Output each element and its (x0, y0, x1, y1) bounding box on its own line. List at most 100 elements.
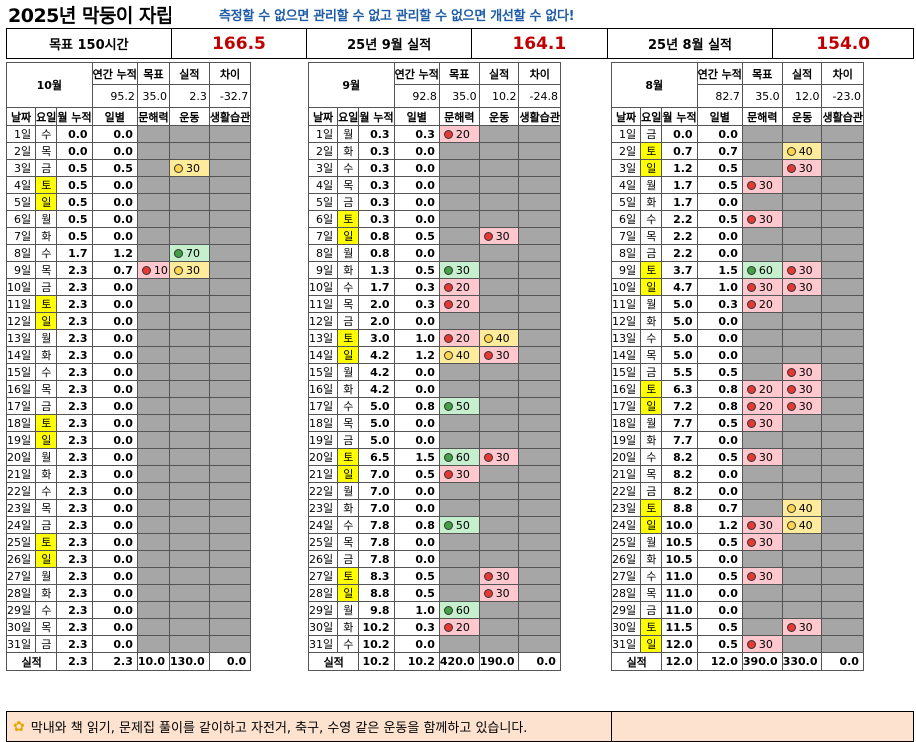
minutes-value: 20 (455, 280, 470, 294)
habit-cell (518, 176, 561, 194)
weekday-cell: 일 (337, 465, 360, 483)
exercise-cell (169, 142, 210, 160)
literacy-cell: 50 (438, 516, 480, 534)
habit-cell (821, 227, 864, 245)
weekday-cell: 금 (337, 550, 360, 568)
table-row: 15일 월 4.2 0.0 (307, 363, 561, 381)
literacy-cell (136, 414, 171, 432)
daily-cell: 0.5 (393, 227, 440, 245)
exercise-cell (478, 380, 520, 398)
total-literacy: 390.0 (741, 652, 783, 671)
habit-cell (821, 516, 864, 534)
literacy-cell (438, 499, 480, 517)
status-dot-icon (443, 622, 453, 632)
literacy-cell (136, 431, 171, 449)
exercise-cell (478, 414, 520, 432)
habit-cell (821, 210, 864, 228)
column-header: 날짜 (610, 107, 642, 126)
date-cell: 8일 (5, 244, 37, 262)
habit-cell (208, 125, 252, 143)
total-label: 실적 (307, 652, 360, 671)
note-box-empty (612, 711, 914, 742)
literacy-cell: 40 (438, 346, 480, 364)
date-cell: 25일 (307, 533, 339, 551)
table-row: 27일 토 8.3 0.5 30 (307, 567, 561, 585)
daily-cell: 0.5 (393, 261, 440, 279)
exercise-cell (781, 584, 823, 602)
table-row: 19일 금 5.0 0.0 (307, 431, 561, 449)
habit-cell (821, 193, 864, 211)
status-dot-icon (786, 520, 796, 530)
month-cumulative-cell: 7.8 (358, 533, 395, 551)
month-cumulative-cell: 2.3 (56, 295, 93, 313)
status-dot-icon (746, 520, 756, 530)
literacy-cell (438, 210, 480, 228)
table-row: 8일 수 1.7 1.2 70 (5, 244, 252, 262)
month-cumulative-cell: 11.0 (661, 601, 698, 619)
exercise-cell (781, 414, 823, 432)
exercise-cell (169, 346, 210, 364)
habit-cell (821, 465, 864, 483)
literacy-cell (136, 601, 171, 619)
literacy-cell: 30 (438, 261, 480, 279)
table-row: 28일 일 8.8 0.5 30 (307, 584, 561, 602)
table-row: 12일 화 5.0 0.0 (610, 312, 864, 330)
weekday-cell: 금 (337, 312, 360, 330)
month-cumulative-cell: 2.3 (56, 414, 93, 432)
date-cell: 17일 (5, 397, 37, 415)
daily-cell: 0.0 (696, 244, 743, 262)
minutes-value: 20 (758, 382, 773, 396)
table-row: 9일 화 1.3 0.5 30 (307, 261, 561, 279)
exercise-cell (478, 550, 520, 568)
column-header: 생활습관 (208, 107, 252, 126)
date-cell: 28일 (610, 584, 642, 602)
date-cell: 18일 (307, 414, 339, 432)
daily-cell: 0.0 (696, 584, 743, 602)
weekday-cell: 수 (337, 397, 360, 415)
literacy-cell (136, 244, 171, 262)
literacy-cell (438, 533, 480, 551)
month-cumulative-cell: 3.0 (358, 329, 395, 347)
month-cumulative-cell: 2.0 (358, 295, 395, 313)
minutes-value: 30 (186, 161, 201, 175)
target-label: 목표 (741, 62, 783, 85)
table-row: 24일 수 7.8 0.8 50 (307, 516, 561, 534)
table-row: 5일 화 1.7 0.0 (610, 193, 864, 211)
literacy-cell (741, 363, 783, 381)
date-cell: 15일 (5, 363, 37, 381)
daily-cell: 0.0 (696, 465, 743, 483)
weekday-cell: 금 (35, 159, 58, 177)
status-dot-icon (174, 163, 184, 173)
habit-cell (208, 159, 252, 177)
exercise-cell: 30 (781, 261, 823, 279)
total-label: 실적 (610, 652, 663, 671)
exercise-cell (478, 295, 520, 313)
status-dot-icon (483, 231, 493, 241)
habit-cell (821, 176, 864, 194)
total-habit: 0.0 (518, 652, 561, 671)
date-cell: 30일 (610, 618, 642, 636)
habit-cell (208, 227, 252, 245)
exercise-cell (781, 193, 823, 211)
daily-cell: 0.5 (393, 567, 440, 585)
date-cell: 4일 (610, 176, 642, 194)
habit-cell (518, 193, 561, 211)
exercise-cell (781, 244, 823, 262)
month-cumulative-cell: 2.3 (56, 567, 93, 585)
exercise-cell (169, 448, 210, 466)
literacy-cell (741, 346, 783, 364)
month-panel: 8월 연간 누적 목표 실적 차이 82.7 35.0 12.0 -23.0 날짜 요일 월 누적 일별… (610, 62, 864, 671)
sep-value: 164.1 (472, 29, 608, 58)
habit-cell (821, 635, 864, 653)
daily-cell: 0.3 (393, 618, 440, 636)
minutes-value: 30 (798, 263, 813, 277)
habit-cell (821, 142, 864, 160)
month-cumulative-cell: 2.3 (56, 618, 93, 636)
date-cell: 5일 (307, 193, 339, 211)
target-value: 35.0 (136, 84, 171, 108)
minutes-value: 30 (758, 280, 773, 294)
total-row: 실적 2.3 2.3 10.0 130.0 0.0 (5, 652, 252, 671)
literacy-cell: 60 (438, 601, 480, 619)
date-cell: 9일 (610, 261, 642, 279)
daily-cell: 1.2 (393, 346, 440, 364)
